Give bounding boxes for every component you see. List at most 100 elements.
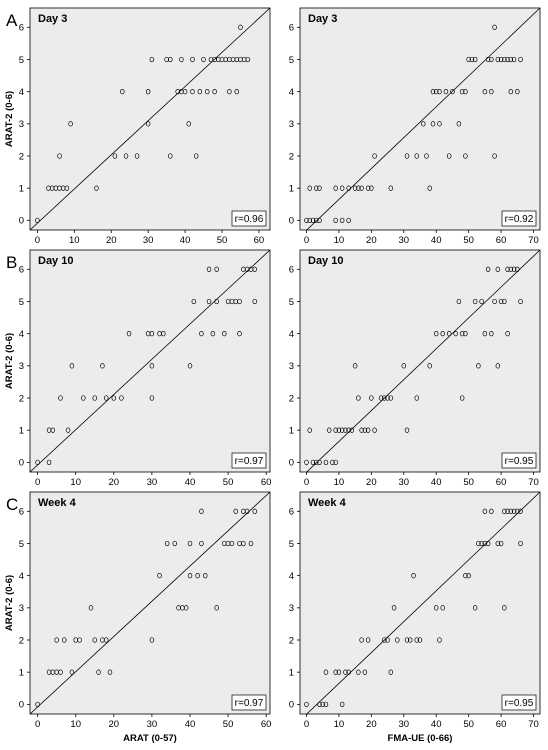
data-point xyxy=(450,89,455,95)
data-point xyxy=(420,121,426,127)
data-point xyxy=(320,701,325,707)
x-tick-label: 60 xyxy=(254,235,265,246)
data-point xyxy=(149,331,155,337)
y-tick-label: 4 xyxy=(19,571,24,582)
data-point xyxy=(359,637,364,643)
y-tick-label: 6 xyxy=(289,23,294,34)
x-tick-label: 50 xyxy=(463,235,474,246)
data-point xyxy=(463,573,468,579)
y-tick-label: 4 xyxy=(289,571,294,582)
x-tick-label: 0 xyxy=(304,719,309,730)
data-point xyxy=(356,185,361,191)
y-tick-label: 6 xyxy=(289,265,294,276)
data-point xyxy=(317,459,322,465)
data-point xyxy=(349,427,355,433)
data-point xyxy=(182,89,188,95)
data-point xyxy=(511,266,517,272)
data-point xyxy=(50,427,56,433)
y-tick-label: 5 xyxy=(289,55,294,66)
data-point xyxy=(92,395,98,401)
data-point xyxy=(456,121,462,127)
correlation-label: r=0.95 xyxy=(505,456,534,467)
y-tick-label: 0 xyxy=(289,700,294,711)
data-point xyxy=(518,56,523,63)
data-point xyxy=(187,573,193,579)
data-point xyxy=(515,266,520,272)
data-point xyxy=(365,185,371,191)
data-point xyxy=(161,331,166,337)
data-point xyxy=(463,153,468,159)
x-axis-title-fma: FMA-UE (0-66) xyxy=(388,733,453,744)
data-point xyxy=(456,298,462,305)
data-point xyxy=(107,669,113,675)
x-tick-label: 10 xyxy=(69,235,80,246)
y-axis-title-row-a: ARAT-2 (0-6) xyxy=(4,91,15,147)
x-tick-label: 10 xyxy=(334,235,345,246)
x-tick-label: 70 xyxy=(528,477,539,488)
x-tick-label: 30 xyxy=(147,719,158,730)
data-point xyxy=(103,637,109,643)
x-tick-label: 70 xyxy=(528,719,539,730)
data-point xyxy=(391,605,397,611)
data-point xyxy=(476,540,481,547)
x-tick-label: 10 xyxy=(70,477,81,488)
x-tick-label: 20 xyxy=(366,477,377,488)
x-tick-label: 0 xyxy=(304,235,309,246)
data-point xyxy=(372,153,377,159)
data-point xyxy=(304,701,309,707)
x-tick-label: 60 xyxy=(496,235,507,246)
data-point xyxy=(202,573,208,579)
panel-title: Day 3 xyxy=(38,13,67,25)
data-point xyxy=(149,395,155,401)
data-point xyxy=(511,508,517,514)
data-point xyxy=(365,637,371,643)
data-point xyxy=(326,427,332,433)
data-point xyxy=(229,540,235,547)
y-tick-label: 3 xyxy=(19,603,24,614)
data-point xyxy=(214,266,219,272)
data-point xyxy=(313,217,319,223)
data-point xyxy=(479,540,484,547)
data-point xyxy=(362,669,368,675)
data-point xyxy=(482,540,488,547)
x-tick-label: 20 xyxy=(109,477,120,488)
x-tick-label: 70 xyxy=(528,235,539,246)
data-point xyxy=(404,153,410,159)
regression-line xyxy=(30,8,270,230)
panel-title: Day 10 xyxy=(308,255,343,267)
data-point xyxy=(111,395,117,401)
data-point xyxy=(212,89,217,95)
data-point xyxy=(187,363,193,369)
data-point xyxy=(310,459,316,465)
x-tick-label: 30 xyxy=(143,235,154,246)
r-label-box xyxy=(501,452,537,469)
x-tick-label: 40 xyxy=(185,719,196,730)
data-point xyxy=(388,395,394,401)
data-point xyxy=(187,540,193,547)
data-point xyxy=(485,540,491,547)
data-point xyxy=(343,427,348,433)
y-tick-label: 4 xyxy=(289,329,294,340)
data-point xyxy=(385,637,390,643)
data-point xyxy=(214,605,219,611)
data-point xyxy=(401,363,407,369)
data-point xyxy=(417,637,423,643)
data-point xyxy=(437,89,442,95)
regression-line xyxy=(30,492,270,714)
data-point xyxy=(404,427,410,433)
data-point xyxy=(382,637,387,643)
x-tick-label: 10 xyxy=(70,719,81,730)
data-point xyxy=(414,637,420,643)
y-tick-label: 5 xyxy=(19,55,24,66)
data-point xyxy=(518,540,523,547)
data-point xyxy=(252,298,258,305)
data-point xyxy=(88,605,94,611)
x-tick-label: 0 xyxy=(304,477,309,488)
data-point xyxy=(427,363,432,369)
data-point xyxy=(433,605,439,611)
data-point xyxy=(372,427,377,433)
data-point xyxy=(515,508,520,514)
data-point xyxy=(164,540,170,547)
